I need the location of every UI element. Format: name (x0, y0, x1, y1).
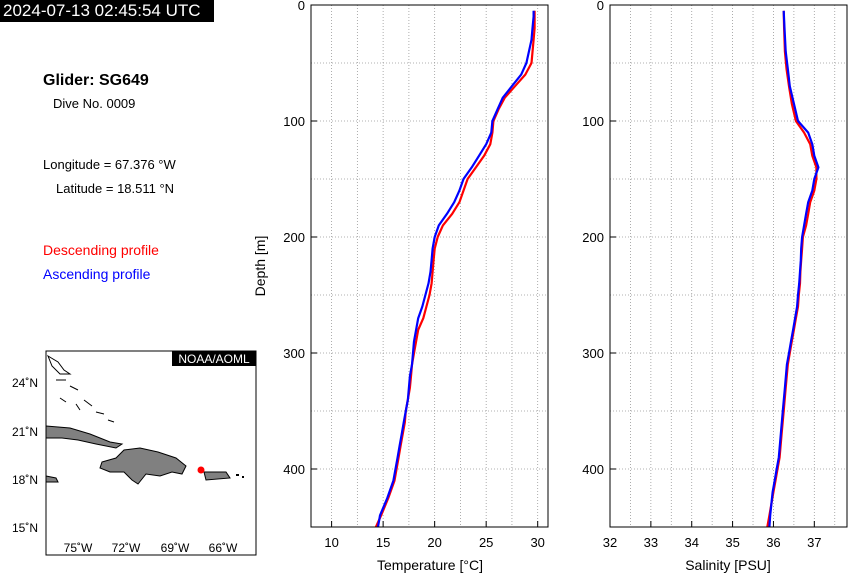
y-tick-label: 0 (298, 0, 305, 13)
map-credit-box (172, 351, 256, 366)
y-tick-label: 0 (597, 0, 604, 13)
location-map: NOAA/AOML 24˚N 21˚N 18˚N 15˚N 75˚W 72˚W … (12, 350, 257, 556)
x-tick-label: 30 (530, 535, 544, 550)
x-tick-label: 15 (376, 535, 390, 550)
y-tick-label: 100 (582, 114, 604, 129)
temperature-series (374, 10, 536, 528)
puerto-rico-island (203, 471, 231, 481)
hispaniola-island (99, 447, 187, 485)
temperature-plot-frame (310, 4, 549, 528)
salinity-ticks: 32 33 34 35 36 37 0 100 200 300 400 (582, 0, 821, 550)
map-lat-tick: 15˚N (12, 521, 38, 535)
map-lat-tick: 21˚N (12, 425, 38, 439)
y-tick-label: 200 (582, 230, 604, 245)
latitude-text: Latitude = 18.511 °N (56, 181, 175, 196)
x-tick-label: 25 (479, 535, 493, 550)
timestamp: 2024-07-13 02:45:54 UTC (0, 0, 214, 22)
map-lat-tick: 18˚N (12, 473, 38, 487)
salinity-plot-frame (609, 4, 848, 528)
salinity-depth-chart: 32 33 34 35 36 37 0 100 200 300 400 Salinity [PSU] (582, 0, 848, 573)
y-tick-label: 300 (283, 346, 305, 361)
depth-y-label: Depth [m] (252, 236, 268, 297)
x-tick-label: 32 (603, 535, 617, 550)
longitude-text: Longitude = 67.376 °W (43, 157, 176, 172)
salinity-x-label: Salinity [PSU] (685, 557, 771, 573)
x-tick-label: 37 (807, 535, 821, 550)
x-tick-label: 20 (427, 535, 441, 550)
y-tick-label: 400 (582, 462, 604, 477)
ascending-profile-line (376, 10, 535, 528)
virgin-islands (236, 474, 239, 476)
map-lon-tick: 69˚W (161, 541, 190, 555)
bahamas-islands (56, 379, 115, 423)
x-tick-label: 35 (725, 535, 739, 550)
temperature-grid (311, 5, 548, 527)
x-tick-label: 36 (766, 535, 780, 550)
dive-number: Dive No. 0009 (53, 96, 136, 111)
salinity-series (766, 10, 820, 528)
y-tick-label: 300 (582, 346, 604, 361)
salinity-grid (610, 5, 847, 527)
x-tick-label: 10 (324, 535, 338, 550)
legend-ascending: Ascending profile (43, 266, 151, 282)
x-tick-label: 34 (684, 535, 698, 550)
florida-coast (46, 354, 72, 375)
legend-descending: Descending profile (43, 242, 159, 258)
jamaica-island (45, 475, 59, 483)
descending-profile-line (766, 10, 818, 528)
glider-title: Glider: SG649 (43, 72, 149, 89)
cuba-island (45, 425, 124, 449)
map-credit: NOAA/AOML (178, 352, 250, 366)
y-tick-label: 200 (283, 230, 305, 245)
map-lon-tick: 72˚W (112, 541, 141, 555)
glider-position-marker (197, 466, 205, 474)
lesser-islands (242, 476, 244, 478)
map-lat-tick: 24˚N (12, 376, 38, 390)
map-lon-tick: 66˚W (209, 541, 238, 555)
y-tick-label: 100 (283, 114, 305, 129)
y-tick-label: 400 (283, 462, 305, 477)
temperature-x-label: Temperature [°C] (377, 557, 483, 573)
map-lon-tick: 75˚W (64, 541, 93, 555)
ascending-profile-line (768, 10, 820, 528)
x-tick-label: 33 (644, 535, 658, 550)
